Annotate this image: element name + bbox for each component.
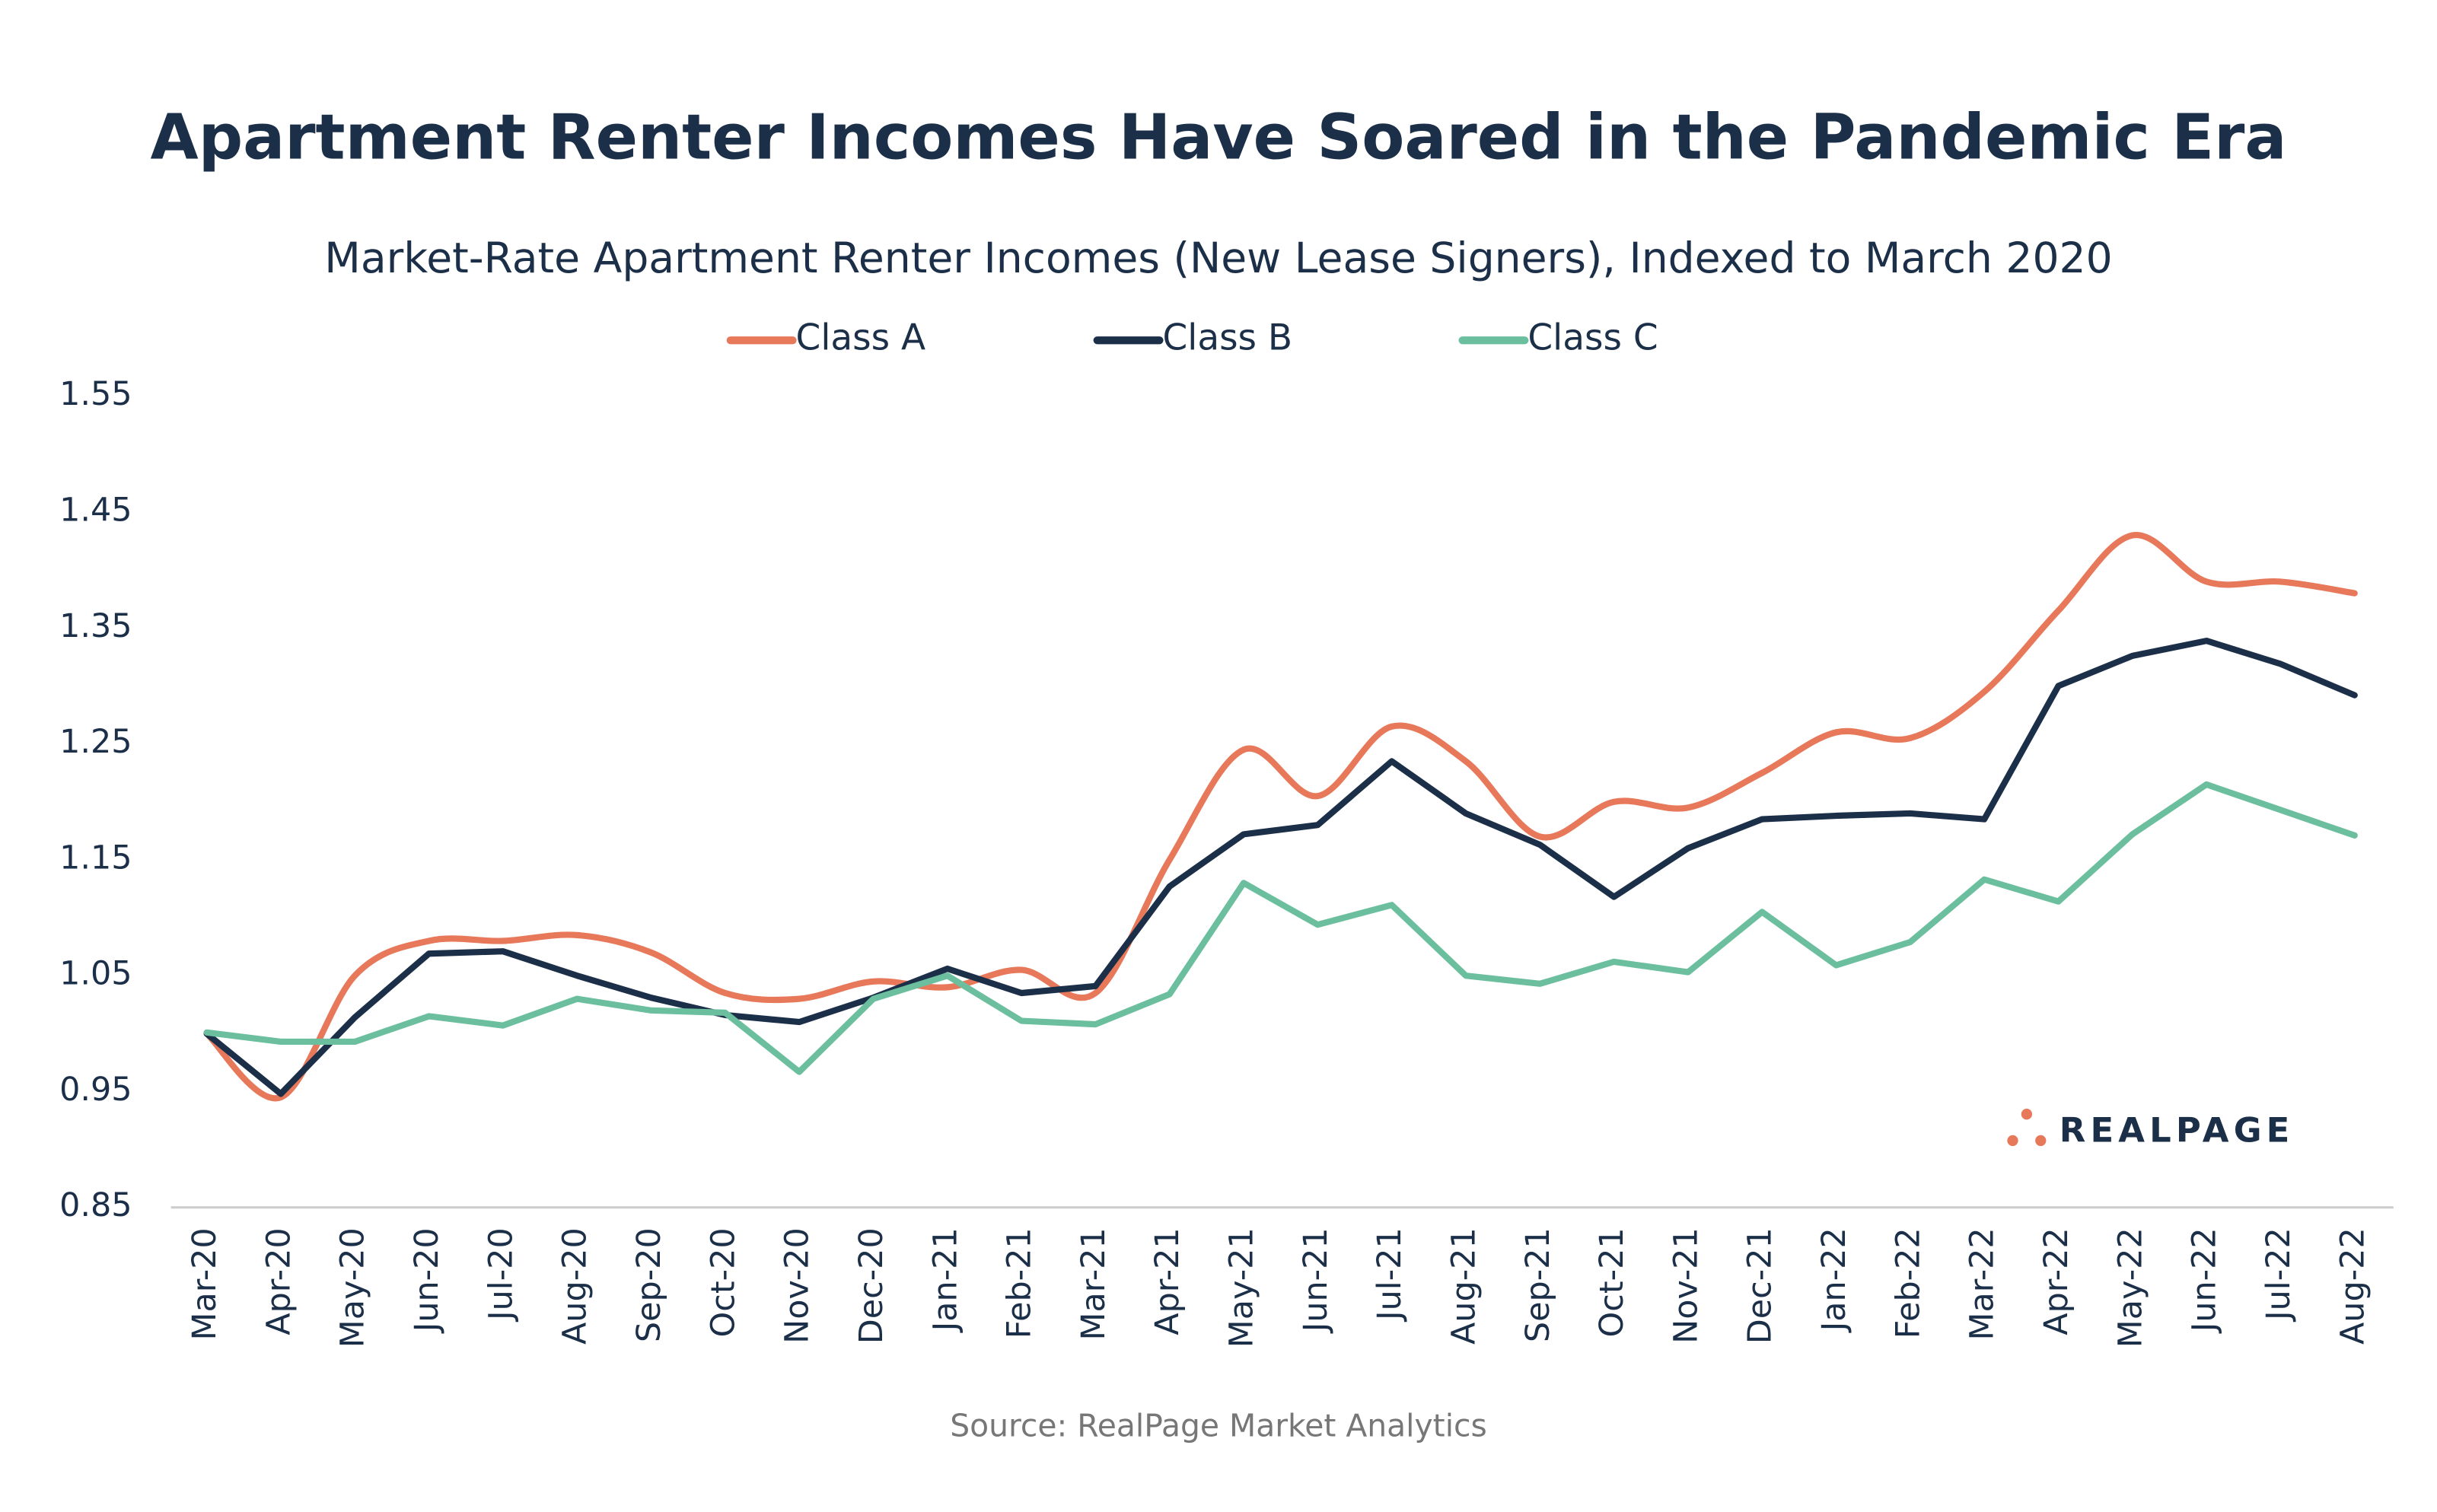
x-tick-label: Aug-22 xyxy=(2333,1227,2372,1345)
x-tick-label: Sep-21 xyxy=(1519,1227,1557,1342)
x-tick-label: Feb-22 xyxy=(1889,1227,1927,1339)
x-tick-label: Dec-20 xyxy=(852,1227,890,1344)
series-line xyxy=(203,781,2358,1075)
x-tick-label: Mar-22 xyxy=(1964,1227,2002,1340)
legend-label: Class A xyxy=(796,317,926,359)
x-tick-label: Mar-20 xyxy=(186,1227,224,1340)
y-tick-label: 1.35 xyxy=(59,607,132,645)
x-tick-label: Oct-21 xyxy=(1593,1227,1631,1337)
x-tick-label: Sep-20 xyxy=(630,1227,668,1342)
x-tick-label: Aug-20 xyxy=(556,1227,594,1345)
logo: REALPAGE xyxy=(2060,1110,2295,1151)
x-tick-label: Dec-21 xyxy=(1741,1227,1779,1344)
logo-dot xyxy=(2035,1135,2047,1147)
source-note: Source: RealPage Market Analytics xyxy=(950,1408,1487,1444)
y-tick-label: 1.15 xyxy=(59,839,132,877)
chart-subtitle: Market-Rate Apartment Renter Incomes (Ne… xyxy=(324,234,2112,283)
y-tick-label: 1.25 xyxy=(59,723,132,761)
y-tick-label: 0.95 xyxy=(59,1071,132,1109)
x-tick-label: Oct-20 xyxy=(704,1227,742,1337)
x-tick-label: Mar-21 xyxy=(1075,1227,1113,1340)
x-tick-label: Jun-20 xyxy=(408,1227,446,1334)
x-tick-label: Aug-21 xyxy=(1445,1227,1483,1345)
x-tick-label: Jan-22 xyxy=(1815,1227,1853,1333)
x-tick-label: Jun-22 xyxy=(2186,1227,2224,1334)
series-line xyxy=(203,532,2358,1102)
x-tick-label: Feb-21 xyxy=(1001,1227,1039,1339)
logo-dot xyxy=(2021,1109,2033,1120)
y-tick-label: 1.55 xyxy=(59,375,132,413)
legend-label: Class B xyxy=(1162,317,1292,359)
series-line xyxy=(203,637,2358,1097)
x-tick-label: Jun-21 xyxy=(1297,1227,1335,1334)
x-tick-label: Jan-21 xyxy=(926,1227,964,1333)
logo-dots xyxy=(2007,1109,2047,1147)
x-tick-label: Jul-21 xyxy=(1371,1227,1409,1323)
x-tick-label: Nov-20 xyxy=(779,1227,817,1344)
x-tick-label: May-20 xyxy=(334,1227,372,1348)
y-tick-label: 0.85 xyxy=(59,1186,132,1224)
x-tick-label: May-22 xyxy=(2111,1227,2149,1348)
x-tick-label: Jul-22 xyxy=(2260,1227,2298,1323)
x-tick-label: Nov-21 xyxy=(1667,1227,1705,1344)
logo-dot xyxy=(2007,1135,2018,1147)
y-tick-label: 1.45 xyxy=(59,492,132,530)
x-tick-label: Apr-20 xyxy=(260,1227,298,1335)
x-tick-label: Apr-21 xyxy=(1148,1227,1187,1335)
x-tick-label: Apr-22 xyxy=(2037,1227,2075,1335)
x-tick-label: Jul-20 xyxy=(482,1227,520,1323)
x-tick-label: May-21 xyxy=(1223,1227,1261,1348)
legend-label: Class C xyxy=(1528,317,1658,359)
y-tick-label: 1.05 xyxy=(59,955,132,993)
chart-title: Apartment Renter Incomes Have Soared in … xyxy=(151,101,2287,173)
